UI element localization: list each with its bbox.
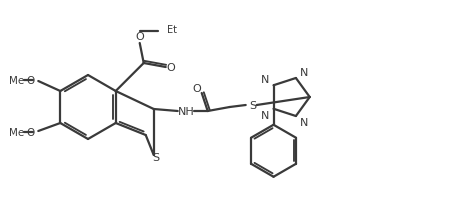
Text: Me: Me: [9, 76, 24, 85]
Text: O: O: [26, 127, 34, 137]
Text: O: O: [135, 32, 144, 42]
Text: Me: Me: [9, 127, 24, 137]
Text: NH: NH: [178, 107, 195, 116]
Text: N: N: [261, 110, 270, 120]
Text: Et: Et: [167, 25, 176, 35]
Text: S: S: [152, 152, 159, 162]
Text: O: O: [166, 63, 175, 73]
Text: N: N: [300, 117, 308, 127]
Text: O: O: [26, 76, 34, 85]
Text: S: S: [249, 101, 256, 110]
Text: N: N: [261, 75, 270, 85]
Text: N: N: [300, 68, 308, 78]
Text: O: O: [192, 84, 201, 94]
